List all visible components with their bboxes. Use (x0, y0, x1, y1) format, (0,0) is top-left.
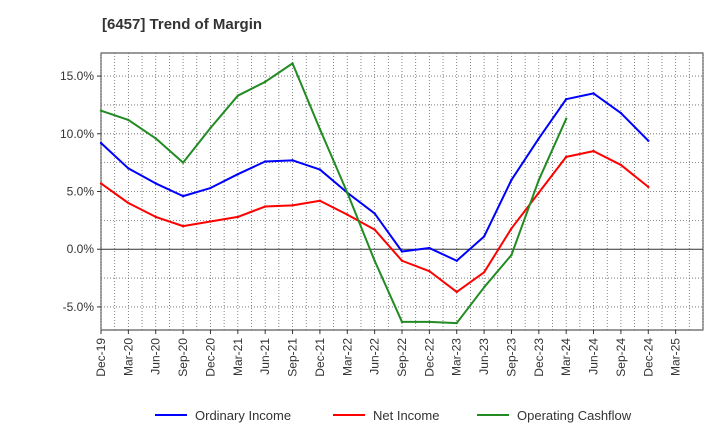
data-point (482, 235, 486, 238)
data-point (510, 227, 513, 230)
data-point (181, 224, 185, 228)
legend-label: Net Income (373, 408, 439, 423)
x-tick-label: Mar-22 (340, 338, 354, 376)
y-tick-label: 10.0% (60, 127, 94, 141)
x-tick-label: Dec-22 (422, 338, 436, 377)
data-point (181, 194, 185, 198)
data-point (592, 92, 595, 95)
x-tick-label: Dec-23 (532, 338, 546, 377)
data-point (127, 201, 130, 205)
data-point (619, 111, 623, 115)
x-tick-label: Dec-19 (94, 338, 108, 377)
y-tick-label: -5.0% (63, 300, 95, 314)
data-point (154, 182, 157, 185)
data-point (510, 253, 513, 257)
data-point (291, 62, 294, 65)
y-tick-label: 5.0% (67, 185, 95, 199)
data-point (510, 178, 513, 182)
data-point (482, 286, 486, 289)
x-tick-label: Mar-21 (231, 338, 245, 376)
data-point (400, 259, 404, 262)
data-point (291, 204, 294, 207)
data-point (236, 94, 240, 97)
axis-layer: -5.0% 0.0% 5.0% 10.0% 15.0% Dec-19 Mar-20 Jun-2… (60, 69, 683, 377)
data-point (647, 185, 650, 189)
data-point (428, 246, 431, 250)
chart-title: [6457] Trend of Margin (102, 16, 263, 33)
data-point (236, 215, 240, 219)
data-point (428, 320, 431, 324)
data-point (99, 109, 103, 112)
data-point (154, 137, 157, 140)
x-tick-label: Jun-24 (587, 338, 601, 375)
x-tick-label: Dec-20 (203, 338, 217, 377)
data-point (318, 127, 322, 131)
data-point (346, 191, 349, 194)
data-point (127, 118, 130, 122)
x-tick-label: Jun-23 (477, 338, 491, 375)
data-point (564, 117, 568, 120)
series-line-operating-cashflow (100, 62, 568, 325)
data-point (647, 139, 650, 142)
x-tick-label: Dec-21 (313, 338, 327, 377)
data-point (537, 191, 541, 194)
x-tick-label: Sep-24 (614, 338, 628, 377)
data-point (99, 141, 103, 145)
legend-label: Operating Cashflow (517, 408, 632, 423)
data-point (263, 80, 267, 84)
y-tick-label: 15.0% (60, 69, 94, 83)
data-point (428, 269, 431, 273)
x-tick-label: Mar-23 (450, 338, 464, 376)
x-tick-label: Sep-23 (504, 338, 518, 377)
grid-layer (100, 52, 704, 331)
x-tick-label: Jun-21 (258, 338, 272, 375)
data-point (209, 220, 212, 223)
x-tick-label: Sep-20 (176, 338, 190, 377)
data-point (236, 172, 240, 176)
data-point (181, 161, 185, 164)
data-point (346, 213, 349, 216)
data-point (537, 137, 541, 140)
data-point (482, 271, 486, 274)
series-layer (99, 62, 650, 325)
x-tick-label: Mar-20 (121, 338, 135, 376)
data-point (619, 163, 623, 167)
data-point (564, 97, 568, 101)
data-point (400, 320, 404, 324)
data-point (127, 167, 130, 170)
data-point (592, 149, 595, 153)
x-tick-label: Mar-25 (669, 338, 683, 376)
x-tick-label: Jun-22 (368, 338, 382, 375)
data-point (263, 160, 267, 163)
data-point (209, 186, 212, 190)
legend-layer: Ordinary Income Net Income Operating Cashf… (155, 408, 632, 423)
x-tick-label: Sep-21 (286, 338, 300, 377)
x-tick-label: Jun-20 (149, 338, 163, 375)
data-point (455, 290, 458, 294)
y-tick-label: 0.0% (67, 242, 95, 256)
data-point (373, 228, 376, 231)
data-point (455, 259, 458, 262)
data-point (154, 215, 157, 219)
data-point (209, 126, 212, 130)
data-point (564, 155, 568, 159)
x-tick-label: Sep-22 (395, 338, 409, 377)
data-point (291, 159, 294, 162)
x-tick-label: Dec-24 (641, 338, 655, 377)
data-point (318, 199, 322, 202)
data-point (373, 212, 376, 215)
data-point (373, 259, 376, 262)
data-point (537, 178, 541, 182)
data-point (263, 205, 267, 208)
legend-label: Ordinary Income (195, 408, 291, 423)
x-tick-label: Mar-24 (559, 338, 573, 376)
data-point (318, 168, 322, 171)
data-point (455, 321, 458, 325)
data-point (400, 250, 404, 253)
data-point (99, 182, 103, 185)
